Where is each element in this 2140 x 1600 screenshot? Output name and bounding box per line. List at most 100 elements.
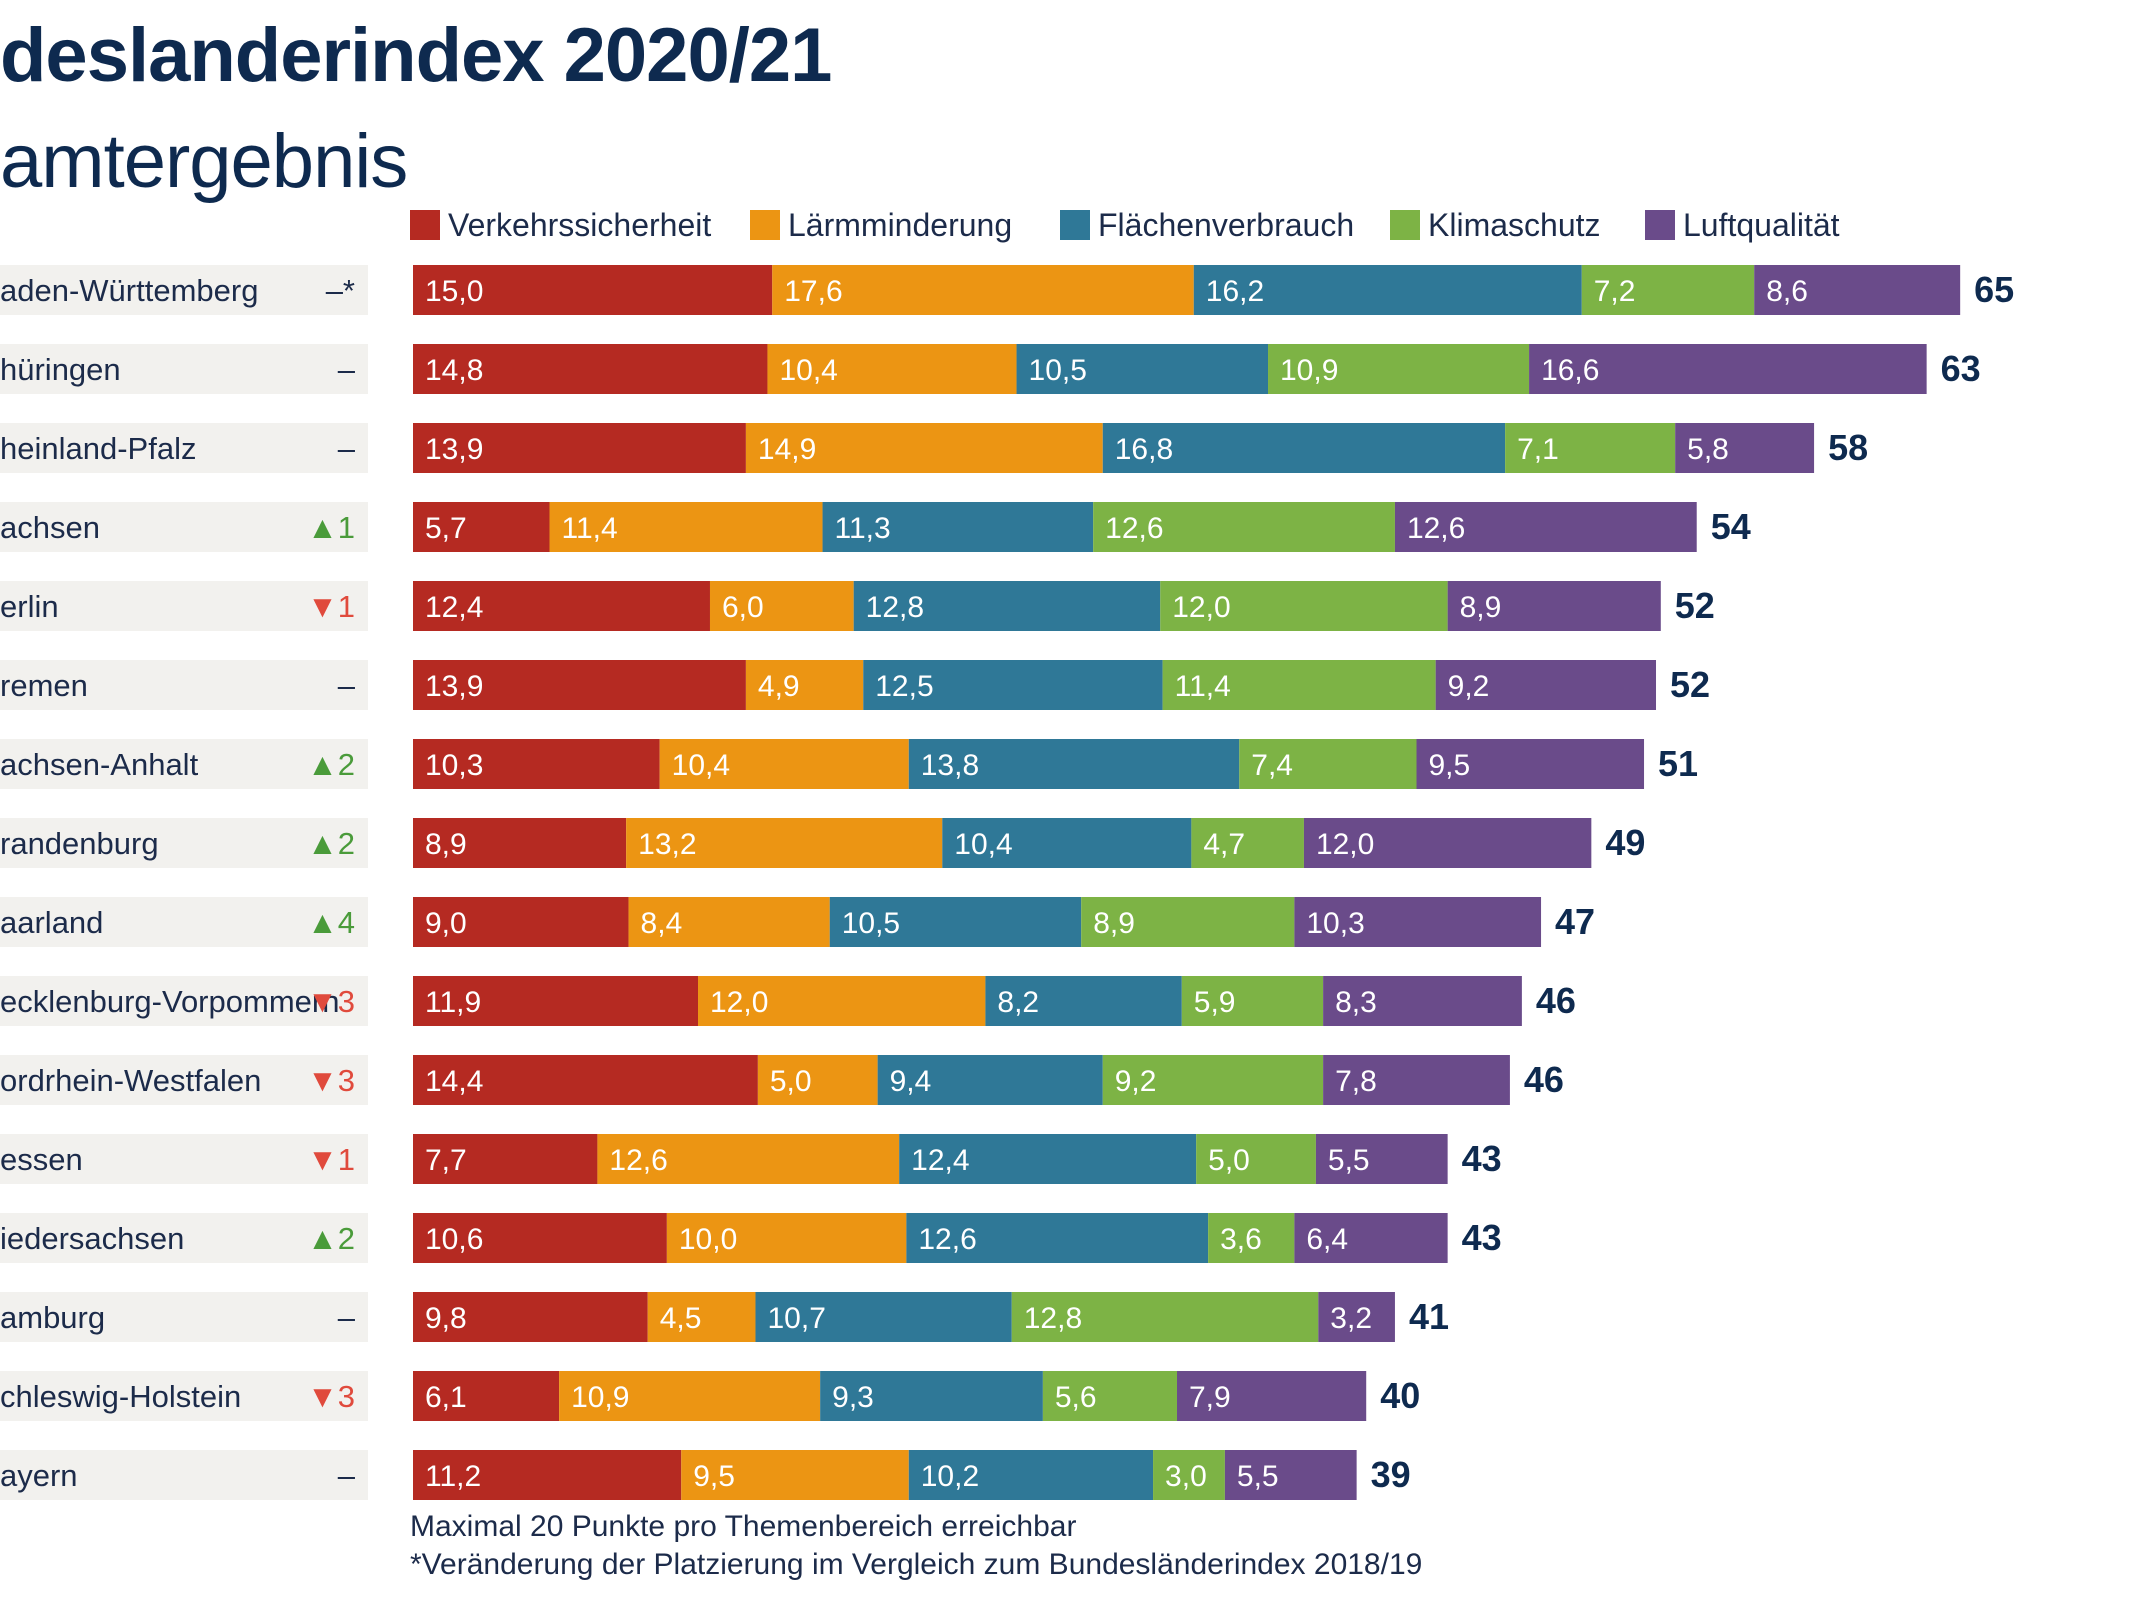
rank-change-2: –: [338, 431, 356, 466]
bar-segment-7-4: [1303, 818, 1592, 868]
region-label-8: aarland: [0, 905, 103, 940]
bar-value-8-4: 10,3: [1306, 907, 1364, 940]
rank-change-4: ▼1: [307, 589, 355, 624]
bar-value-14-4: 7,9: [1189, 1381, 1231, 1414]
footnote-line-1: Maximal 20 Punkte pro Themenbereich erre…: [410, 1510, 1077, 1543]
bar-value-4-4: 8,9: [1460, 591, 1502, 624]
bar-value-11-0: 7,7: [425, 1144, 467, 1177]
page-subtitle: amtergebnis: [0, 119, 408, 204]
row-label-bg-4: [0, 581, 368, 631]
bar-segment-4-1: [709, 581, 854, 631]
bar-value-6-1: 10,4: [672, 749, 730, 782]
bar-segment-5-4: [1435, 660, 1657, 710]
bar-value-0-2: 16,2: [1206, 275, 1264, 308]
bar-value-14-0: 6,1: [425, 1381, 467, 1414]
legend-swatch-4: [1645, 210, 1675, 240]
rank-change-11: ▼1: [307, 1142, 355, 1177]
bar-value-6-0: 10,3: [425, 749, 483, 782]
bar-value-13-3: 12,8: [1024, 1302, 1082, 1335]
bar-value-12-3: 3,6: [1220, 1223, 1262, 1256]
rank-change-7: ▲2: [307, 826, 355, 861]
bar-segment-10-2: [877, 1055, 1103, 1105]
total-value-2: 58: [1828, 427, 1868, 468]
bar-segment-2-4: [1675, 423, 1815, 473]
bar-value-11-1: 12,6: [609, 1144, 667, 1177]
bar-value-14-1: 10,9: [571, 1381, 629, 1414]
bar-segment-12-4: [1294, 1213, 1448, 1263]
row-label-bg-1: [0, 344, 368, 394]
bar-segment-8-2: [829, 897, 1082, 947]
region-label-4: erlin: [0, 589, 59, 624]
row-label-bg-6: [0, 739, 368, 789]
total-value-10: 46: [1524, 1059, 1564, 1100]
bar-value-14-3: 5,6: [1055, 1381, 1097, 1414]
rank-change-14: ▼3: [307, 1379, 355, 1414]
total-value-1: 63: [1941, 348, 1981, 389]
total-value-11: 43: [1462, 1138, 1502, 1179]
region-label-3: achsen: [0, 510, 100, 545]
row-label-bg-13: [0, 1292, 368, 1342]
rank-change-9: ▼3: [307, 984, 355, 1019]
region-label-0: aden-Württemberg: [0, 273, 258, 308]
row-label-bg-12: [0, 1213, 368, 1263]
bar-value-2-2: 16,8: [1115, 433, 1173, 466]
bar-value-15-2: 10,2: [921, 1460, 979, 1493]
bar-segment-11-3: [1196, 1134, 1316, 1184]
bar-value-13-1: 4,5: [660, 1302, 702, 1335]
bar-value-11-4: 5,5: [1328, 1144, 1370, 1177]
bar-value-12-1: 10,0: [679, 1223, 737, 1256]
bar-value-15-0: 11,2: [425, 1460, 481, 1493]
bar-segment-0-0: [413, 265, 773, 315]
bar-segment-9-0: [413, 976, 699, 1026]
bar-value-8-1: 8,4: [641, 907, 683, 940]
total-value-3: 54: [1711, 506, 1751, 547]
bar-value-0-3: 7,2: [1594, 275, 1636, 308]
bar-value-3-3: 12,6: [1105, 512, 1163, 545]
bar-value-6-3: 7,4: [1251, 749, 1293, 782]
bar-segment-8-3: [1081, 897, 1295, 947]
bar-segment-4-3: [1160, 581, 1448, 631]
bar-segment-3-0: [413, 502, 550, 552]
bar-value-9-3: 5,9: [1194, 986, 1236, 1019]
legend-label-1: Lärmminderung: [788, 207, 1012, 243]
bar-value-12-4: 6,4: [1306, 1223, 1348, 1256]
bar-segment-12-2: [906, 1213, 1209, 1263]
bar-segment-0-3: [1581, 265, 1755, 315]
bar-segment-12-3: [1208, 1213, 1295, 1263]
row-label-bg-7: [0, 818, 368, 868]
bar-segment-14-4: [1177, 1371, 1367, 1421]
region-label-1: hüringen: [0, 352, 121, 387]
bar-segment-14-1: [559, 1371, 821, 1421]
bar-segment-7-3: [1191, 818, 1304, 868]
total-value-7: 49: [1605, 822, 1645, 863]
bar-segment-13-2: [755, 1292, 1012, 1342]
row-label-bg-3: [0, 502, 368, 552]
total-value-4: 52: [1675, 585, 1715, 626]
total-value-8: 47: [1555, 901, 1595, 942]
bar-segment-13-1: [647, 1292, 756, 1342]
bar-value-2-1: 14,9: [758, 433, 816, 466]
bar-value-5-1: 4,9: [758, 670, 800, 703]
bar-value-11-2: 12,4: [911, 1144, 969, 1177]
bar-value-5-4: 9,2: [1448, 670, 1490, 703]
total-value-12: 43: [1462, 1217, 1502, 1258]
row-label-bg-2: [0, 423, 368, 473]
bar-value-13-2: 10,7: [767, 1302, 825, 1335]
bar-value-2-3: 7,1: [1517, 433, 1559, 466]
bar-value-0-0: 15,0: [425, 275, 483, 308]
bar-value-12-0: 10,6: [425, 1223, 483, 1256]
bar-segment-15-3: [1153, 1450, 1225, 1500]
region-label-14: chleswig-Holstein: [0, 1379, 241, 1414]
bar-value-15-1: 9,5: [693, 1460, 735, 1493]
bar-segment-1-0: [413, 344, 768, 394]
rank-change-8: ▲4: [307, 905, 355, 940]
bar-segment-5-2: [863, 660, 1163, 710]
bar-segment-6-1: [659, 739, 909, 789]
rank-change-3: ▲1: [307, 510, 355, 545]
region-label-11: essen: [0, 1142, 83, 1177]
bar-value-7-3: 4,7: [1203, 828, 1245, 861]
bar-segment-10-0: [413, 1055, 758, 1105]
bar-segment-2-3: [1505, 423, 1676, 473]
legend-label-0: Verkehrssicherheit: [448, 207, 711, 243]
rank-change-6: ▲2: [307, 747, 355, 782]
